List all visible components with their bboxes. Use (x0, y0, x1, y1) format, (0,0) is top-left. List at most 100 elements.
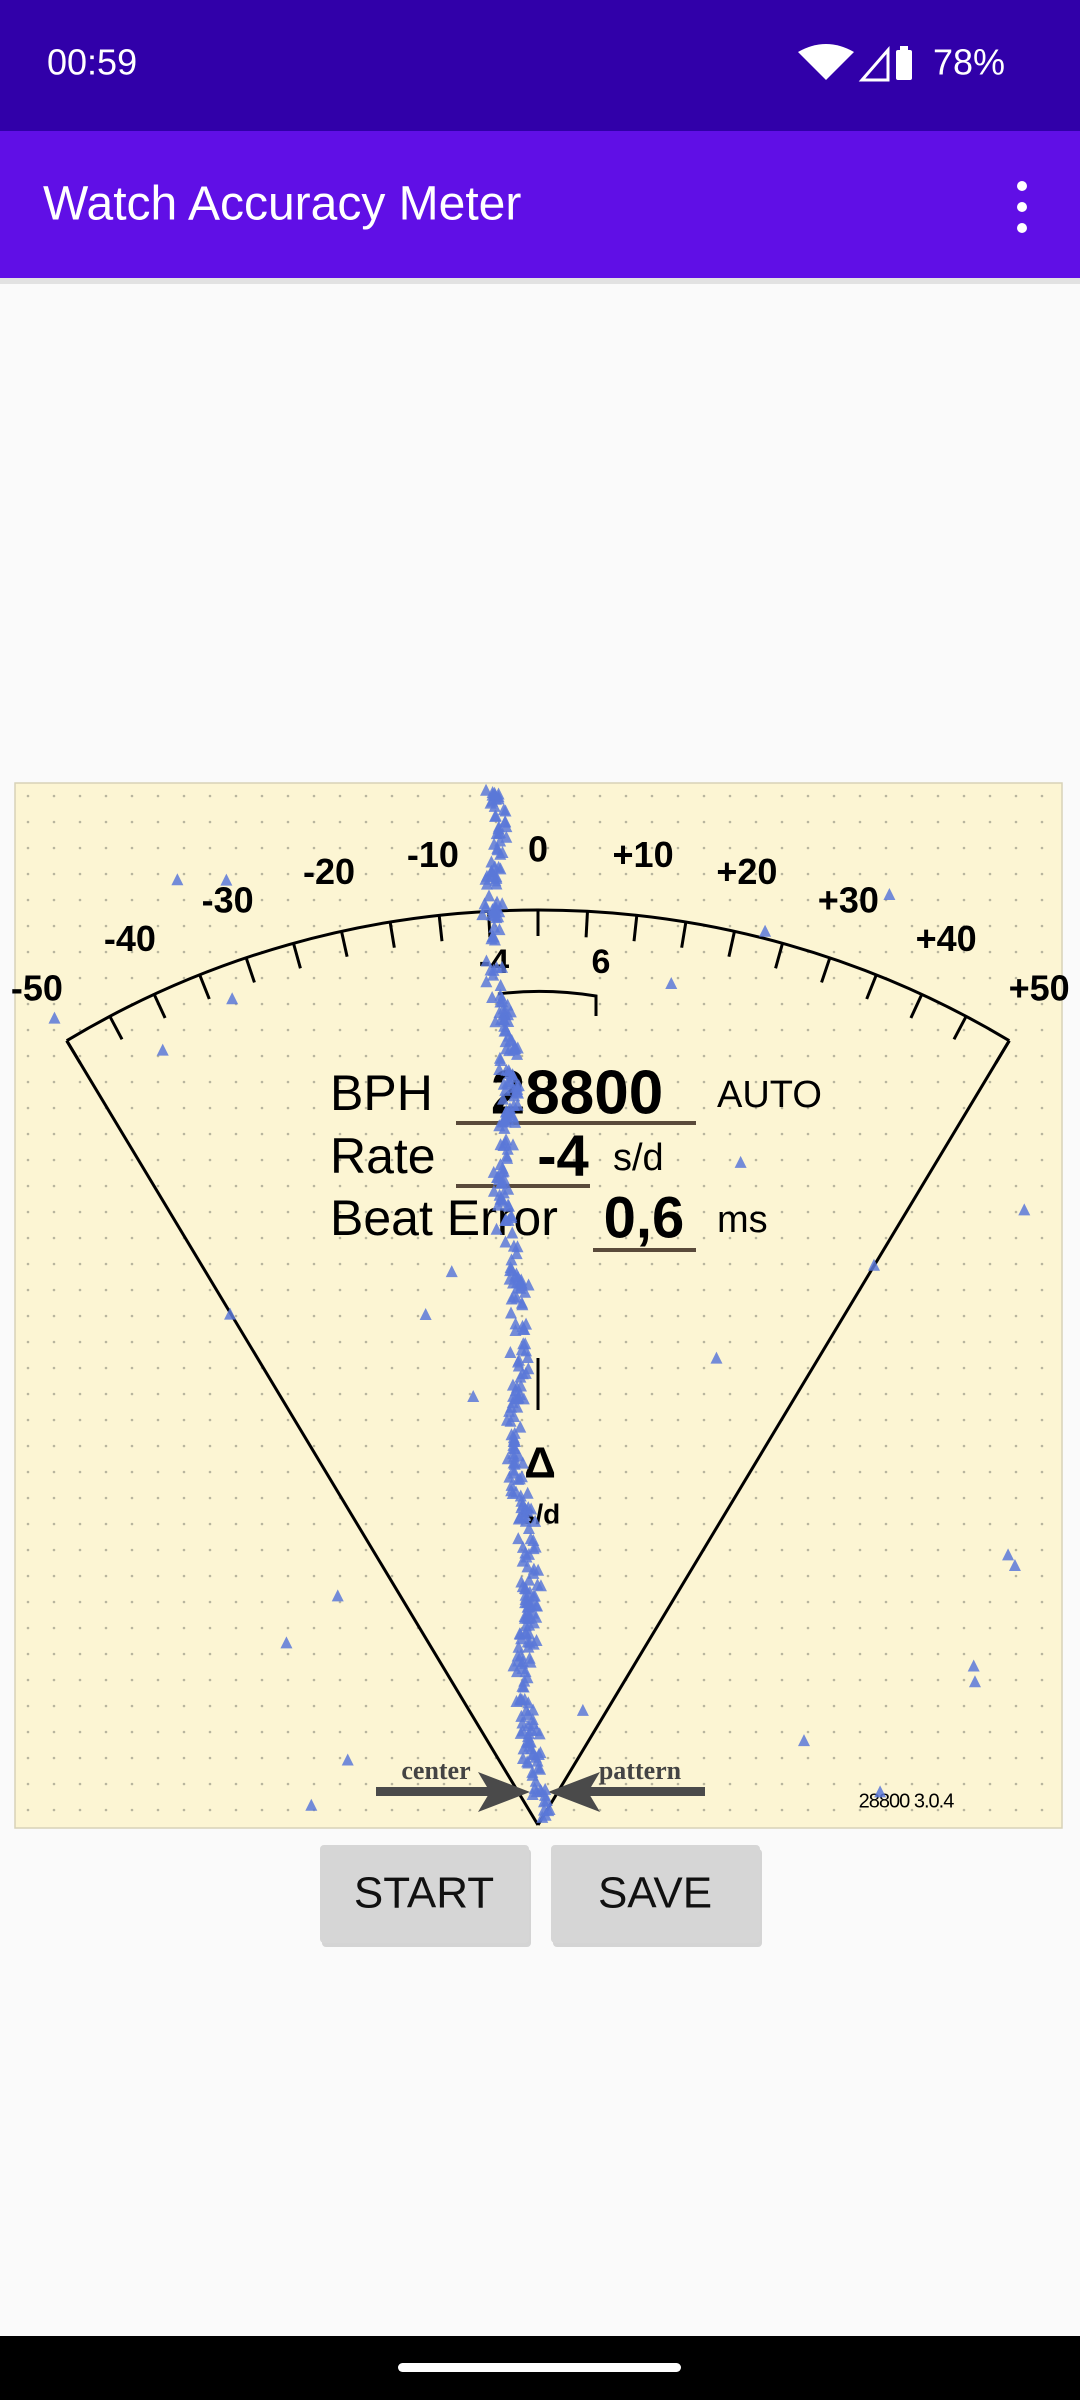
beat-marker (494, 834, 507, 847)
beat-marker (507, 1290, 520, 1303)
beat-marker (487, 1165, 500, 1178)
status-time: 00:59 (47, 42, 137, 83)
beat-marker (522, 1362, 535, 1375)
beat-marker (883, 887, 896, 900)
beat-marker (508, 1434, 521, 1447)
beat-marker (1018, 1203, 1031, 1216)
center-label: center (401, 1756, 470, 1785)
beat-marker (226, 992, 239, 1005)
save-button[interactable]: SAVE (551, 1845, 762, 1947)
beat-marker (522, 1736, 535, 1749)
bracket-label: 6 (592, 943, 611, 981)
beat-marker (523, 1627, 536, 1640)
beat-marker (488, 909, 501, 922)
beat-marker (1008, 1558, 1021, 1571)
beat-marker (509, 1317, 522, 1330)
beat-marker (516, 1298, 529, 1311)
beat-marker (445, 1265, 458, 1278)
scale-label: +50 (1009, 967, 1070, 1008)
beat-marker (483, 889, 496, 902)
scale-tick (437, 915, 444, 942)
battery-level: 78% (933, 42, 1005, 83)
beat-marker (512, 1640, 525, 1653)
beat-marker (528, 1781, 541, 1794)
beat-marker (505, 1306, 518, 1319)
beat-marker (797, 1734, 810, 1747)
beat-marker (280, 1636, 293, 1649)
beat-marker (478, 897, 491, 910)
beat-marker (967, 1659, 980, 1672)
beat-marker (506, 1068, 519, 1081)
beat-marker (489, 809, 502, 822)
beat-marker (532, 1761, 545, 1774)
beat-marker (868, 1258, 881, 1271)
beat-marker (512, 1355, 525, 1368)
button-label: SAVE (598, 1869, 712, 1918)
app-bar (0, 131, 1080, 278)
beat-marker (516, 1498, 529, 1511)
beat-marker (485, 865, 498, 878)
meter-scale (65, 908, 1011, 1826)
bracket (497, 989, 598, 1016)
beat-marker (522, 1522, 535, 1535)
beat-marker (494, 862, 507, 875)
app-bar-shadow (0, 278, 1080, 284)
beat-marker (529, 1514, 542, 1527)
scale-label: +10 (613, 834, 674, 875)
beat-marker (511, 1400, 524, 1413)
beat-marker (224, 1307, 237, 1320)
beat-marker (501, 1151, 514, 1164)
sector-edge (65, 1039, 540, 1826)
beat-marker (499, 1105, 512, 1118)
beat-marker (479, 872, 492, 885)
beat-marker (495, 1176, 508, 1189)
beat-marker (516, 1540, 529, 1553)
beat-marker (156, 1043, 169, 1056)
scale-tick (994, 1039, 1011, 1064)
beat-marker (514, 1370, 527, 1383)
beat-marker (526, 1768, 539, 1781)
beat-marker (517, 1392, 530, 1405)
beat-marker (502, 1213, 515, 1226)
beat-marker (512, 1079, 525, 1092)
beat-marker (511, 1085, 524, 1098)
beat-marker (522, 1600, 535, 1613)
home-indicator[interactable] (398, 2363, 681, 2372)
scale-tick (584, 911, 589, 938)
beat-marker (521, 1560, 534, 1573)
scale-tick (292, 942, 302, 969)
beat-marker (519, 1588, 532, 1601)
beat-marker (500, 1413, 513, 1426)
beat-marker (522, 1640, 535, 1653)
beat-marker (510, 1247, 523, 1260)
beat-marker (496, 1165, 509, 1178)
scale-label: -30 (202, 879, 254, 920)
beat-marker (171, 873, 184, 886)
scale-label: 0 (528, 829, 548, 870)
scale-tick (680, 921, 688, 948)
scale-tick (952, 1015, 968, 1041)
beat-marker (476, 908, 489, 921)
beat-marker (517, 1322, 530, 1335)
beat-marker (759, 924, 772, 937)
beat-marker (968, 1675, 981, 1688)
beat-marker (500, 830, 513, 843)
start-button[interactable]: START (320, 1845, 531, 1947)
beat-marker (523, 1608, 536, 1621)
beat-marker (504, 1005, 517, 1018)
overflow-menu[interactable] (1017, 181, 1027, 233)
beat-marker (500, 820, 513, 833)
beat-marker (1002, 1548, 1015, 1561)
beat-marker (503, 1470, 516, 1483)
scale-tick (632, 915, 639, 942)
beat-marker (509, 1455, 522, 1468)
pointer-arrows (376, 1772, 705, 1812)
scale-label: +40 (916, 918, 977, 959)
beat-scatter (48, 783, 1031, 1823)
beat-marker (521, 1351, 534, 1364)
beat-marker (499, 1235, 512, 1248)
delta-symbol: Δ (524, 1439, 556, 1488)
scale-tick (774, 942, 784, 969)
beat-marker (522, 1730, 535, 1743)
